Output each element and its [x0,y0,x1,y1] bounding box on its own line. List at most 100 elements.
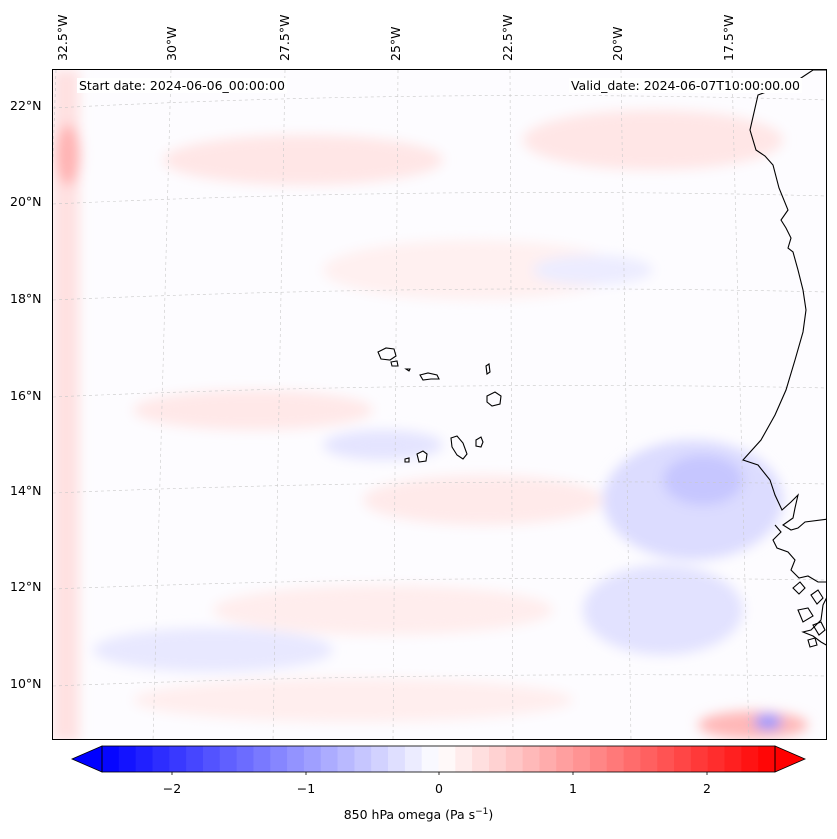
lat-label-18n: 18°N [10,291,42,306]
gridline-lat-12n [53,577,826,590]
colorbar-cell [135,746,153,772]
shade-red-bottom-right [698,711,808,739]
colorbar [70,745,807,775]
coastline-guinea-bissau [772,524,826,583]
omega-shading [53,70,808,739]
shade-blue-north [533,255,653,285]
island-maio [475,436,484,448]
colorbar-cell [505,746,524,772]
colorbar-cell [539,746,557,772]
shade-red-bottom [133,678,573,722]
lon-label-25w: 25°W [388,26,403,61]
colorbar-tick-1: 1 [569,781,577,796]
colorbar-cell [707,746,726,772]
colorbar-cells [102,746,776,772]
colorbar-cell [169,746,187,772]
shade-blue-east-core [663,455,743,505]
colorbar-cell [270,746,288,772]
gridline-lat-16n [53,385,826,398]
colorbar-label: 850 hPa omega (Pa s−1) [344,807,494,822]
lat-label-14n: 14°N [10,483,42,498]
gridline-lat-18n [53,288,826,301]
graticule [53,70,826,739]
gridline-lat-20n [53,192,826,205]
colorbar-cell [606,746,625,772]
gridline-lon-25w [392,70,399,739]
colorbar-cell [337,746,355,772]
island-brava [404,457,410,463]
colorbar-cell [320,746,339,772]
coastline-bijagos-islands [792,581,824,623]
lon-label-27-5w: 27.5°W [277,14,292,61]
colorbar-cell [758,746,776,772]
shade-blue-southeast [583,565,743,655]
colorbar-cell [724,746,742,772]
colorbar-cell [573,746,591,772]
shade-red-left-hotspot [56,125,80,185]
colorbar-cell [640,746,658,772]
colorbar-cell [388,746,406,772]
colorbar-cell [186,746,204,772]
colorbar-cell [741,746,759,772]
cape-verde-islands [377,347,502,463]
coastline-guinea-islands [807,621,826,648]
colorbar-cell [354,746,372,772]
colorbar-cell [202,746,221,772]
colorbar-cell [690,746,709,772]
colorbar-cell [287,746,305,772]
shade-red-lower [213,585,553,635]
colorbar-cell [404,746,423,772]
coastline-guinea-south [801,597,826,646]
island-santiago [450,435,468,460]
colorbar-cell [421,746,439,772]
gridline-lon-20w [620,70,632,739]
colorbar-tick-0: 0 [435,781,443,796]
shade-blue-center [323,430,443,460]
shade-red-center [363,475,603,525]
colorbar-tick-marks [171,772,708,775]
island-boa-vista [486,391,502,407]
colorbar-cell [102,746,120,772]
map-panel [52,69,827,740]
colorbar-cell [472,746,490,772]
shade-red-middle [323,240,623,300]
colorbar-tick-minus-1: −1 [296,781,316,796]
lat-label-16n: 16°N [10,388,42,403]
lon-label-30w: 30°W [164,26,179,61]
colorbar-cell [556,746,574,772]
colorbar-cell [488,746,507,772]
gridline-lat-10n [53,674,826,687]
lat-label-22n: 22°N [10,98,42,113]
coastline-mauritania-senegal [742,70,826,531]
island-santo-antao [377,347,397,361]
colorbar-label-main: 850 hPa omega (Pa s [343,807,476,823]
colorbar-cell [253,746,271,772]
colorbar-cell [219,746,238,772]
shade-red-upper-right [523,110,783,170]
colorbar-outline [101,745,776,773]
island-fogo [416,450,428,463]
lon-label-32-5w: 32.5°W [55,14,70,61]
colorbar-label-end: ) [488,807,494,823]
colorbar-cell [438,746,456,772]
colorbar-tick-minus-2: −2 [162,781,182,796]
valid-date-label: Valid_date: 2024-06-07T10:00:00.00 [568,78,802,93]
shade-red-center-left [133,390,373,430]
gridline-lat-22n [53,95,826,109]
island-santa-luzia [404,368,411,372]
colorbar-cell [152,746,170,772]
colorbar-cell [455,746,473,772]
lat-label-12n: 12°N [10,579,42,594]
colorbar-label-exponent: −1 [475,807,489,817]
shade-blue-bottom-right [754,714,782,730]
lon-label-22-5w: 22.5°W [500,14,515,61]
island-sao-nicolau [419,372,440,381]
lon-label-17-5w: 17.5°W [721,14,736,61]
colorbar-cell [236,746,254,772]
start-date-label: Start date: 2024-06-06_00:00:00 [77,78,287,93]
colorbar-cell [303,746,322,772]
gridline-lon-27-5w [272,70,286,739]
gridline-lon-22-5w [509,70,514,739]
island-sal [485,363,491,375]
gridline-lon-30w [152,70,172,739]
